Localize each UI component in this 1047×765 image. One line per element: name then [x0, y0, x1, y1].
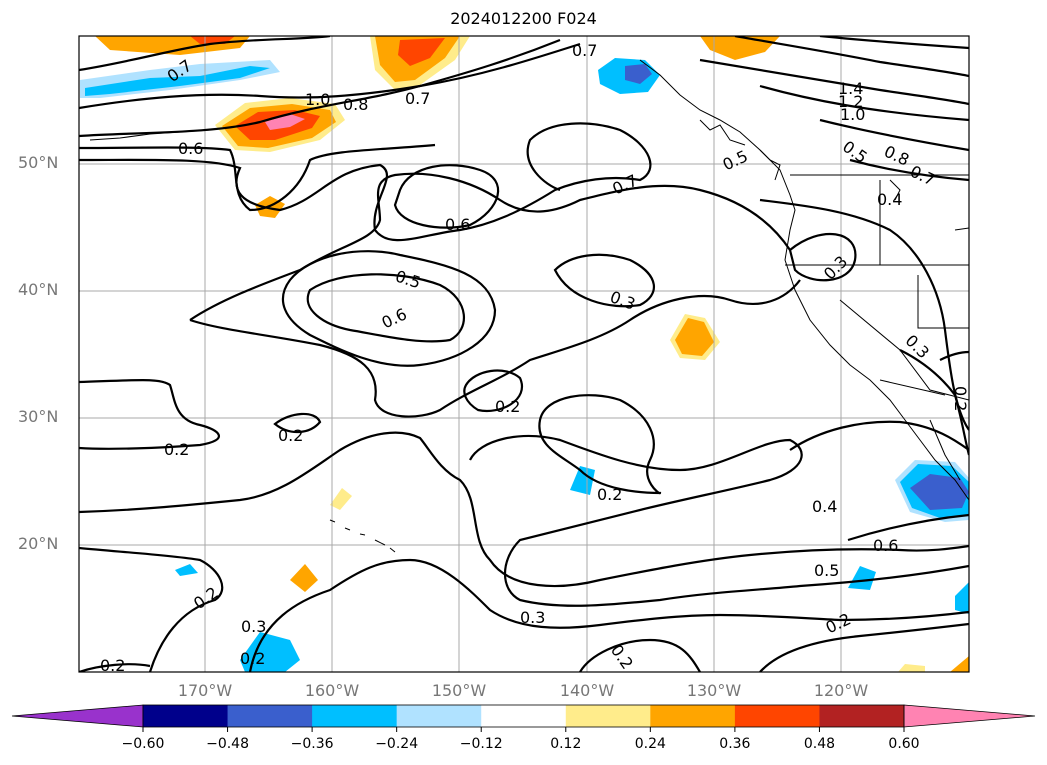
colorbar-swatch — [650, 705, 736, 727]
warm-anomaly-aleutian-peak — [265, 114, 305, 130]
contour-label: 0.2 — [495, 397, 520, 416]
colorbar-swatch — [819, 705, 905, 727]
contour-label: 1.0 — [305, 90, 330, 109]
gridlines — [79, 36, 969, 672]
colorbar-tick-label: 0.48 — [804, 736, 835, 752]
colorbar-tick-label: 0.36 — [719, 736, 750, 752]
contour-label: 0.5 — [393, 266, 423, 292]
cool-anomaly-small-center — [570, 466, 595, 495]
contour-label: 0.7 — [572, 41, 597, 60]
warm-anomaly-small-2 — [330, 488, 352, 510]
colorbar-swatch — [396, 705, 482, 727]
warm-anomaly-top-right — [700, 36, 780, 60]
contour-label: 1.2 — [838, 92, 863, 111]
warm-anomaly-center-core — [675, 318, 714, 356]
contour-label: 0.2 — [164, 440, 189, 459]
lon-label-120w: 120°W — [813, 681, 869, 700]
contour-label: 0.2 — [278, 426, 303, 445]
colorbar-swatch — [734, 705, 820, 727]
colorbar-tick-label: 0.24 — [635, 736, 666, 752]
contour-label: 0.5 — [720, 146, 751, 174]
colorbar-tick-label: −0.60 — [122, 736, 165, 752]
contour-label: 0.4 — [812, 497, 837, 516]
colorbar-extend-high — [903, 704, 1036, 728]
lat-label-20n: 20°N — [18, 534, 59, 553]
contour-label: 0.8 — [343, 95, 368, 114]
contour-label: 0.6 — [178, 139, 203, 158]
cool-anomaly-small-s — [240, 632, 300, 672]
colorbar-swatch — [565, 705, 651, 727]
contour-label: 0.2 — [823, 609, 854, 637]
map-title: 2024012200 F024 — [450, 9, 597, 28]
cool-anomaly-small-e — [955, 582, 969, 614]
contour-label: 1.4 — [838, 79, 863, 98]
lon-label-150w: 150°W — [431, 681, 487, 700]
contour-label: 0.3 — [820, 252, 851, 283]
contour-label: 0.2 — [100, 656, 125, 675]
contour-label: 0.6 — [873, 536, 898, 555]
colorbar-tick-label: −0.36 — [291, 736, 334, 752]
plot-frame — [78, 35, 970, 673]
colorbar-swatch — [143, 705, 229, 727]
contour-label: 0.6 — [379, 304, 410, 332]
colorbar: −0.60 −0.48 −0.36 −0.24 −0.12 0.12 0.24 0.36 0.4… — [11, 704, 1036, 752]
contour-label: 0.7 — [405, 89, 430, 108]
contour-label: 0.8 — [881, 142, 912, 170]
colorbar-tick-label: −0.24 — [375, 736, 418, 752]
colorbar-tick-label: 0.12 — [550, 736, 581, 752]
contour-label: 0.6 — [445, 215, 470, 234]
cool-anomaly-gulf-core — [625, 64, 652, 84]
warm-anomaly-corner — [950, 656, 969, 672]
colorbar-swatch — [227, 705, 313, 727]
contour-label: 0.4 — [877, 190, 902, 209]
lat-label-30n: 30°N — [18, 407, 59, 426]
colorbar-swatch — [312, 705, 398, 727]
anomaly-fills — [80, 36, 969, 672]
contour-label: 0.5 — [814, 561, 839, 580]
contour-lines — [79, 36, 969, 672]
colorbar-swatch — [481, 705, 567, 727]
cool-anomaly-left-core — [85, 66, 270, 96]
warm-anomaly-top-center-core — [398, 38, 445, 66]
map-canvas: 0.7 1.0 0.8 0.7 0.6 0.7 0.6 0.5 0.6 0.3 … — [78, 35, 970, 675]
contour-label: 1.0 — [840, 105, 865, 124]
warm-anomaly-small-3 — [290, 564, 318, 592]
cool-anomaly-baja-core — [910, 474, 969, 510]
cool-anomaly-small-se — [848, 566, 876, 590]
colorbar-tick-label: −0.12 — [460, 736, 503, 752]
contour-label: 0.2 — [597, 485, 622, 504]
lon-label-170w: 170°W — [177, 681, 233, 700]
coastlines — [89, 59, 969, 553]
lon-label-130w: 130°W — [686, 681, 742, 700]
contour-label: 0.3 — [520, 608, 545, 627]
lat-label-50n: 50°N — [18, 153, 59, 172]
contour-label: 0.2 — [607, 641, 637, 673]
colorbar-tick-label: 0.60 — [888, 736, 919, 752]
contour-label: 0.2 — [951, 386, 970, 411]
warm-anomaly-bottom-right — [898, 664, 925, 672]
lon-label-140w: 140°W — [559, 681, 615, 700]
contour-label: 0.3 — [241, 617, 266, 636]
lon-label-160w: 160°W — [304, 681, 360, 700]
colorbar-outline — [142, 704, 905, 728]
contour-label: 0.7 — [609, 171, 640, 199]
colorbar-tick-label: −0.48 — [206, 736, 249, 752]
colorbar-extend-low — [11, 704, 144, 728]
contour-label: 0.2 — [240, 649, 265, 668]
contour-label: 0.7 — [907, 162, 938, 190]
cool-anomaly-small-sw — [175, 564, 198, 576]
contour-label: 0.5 — [839, 137, 871, 167]
lat-label-40n: 40°N — [18, 280, 59, 299]
